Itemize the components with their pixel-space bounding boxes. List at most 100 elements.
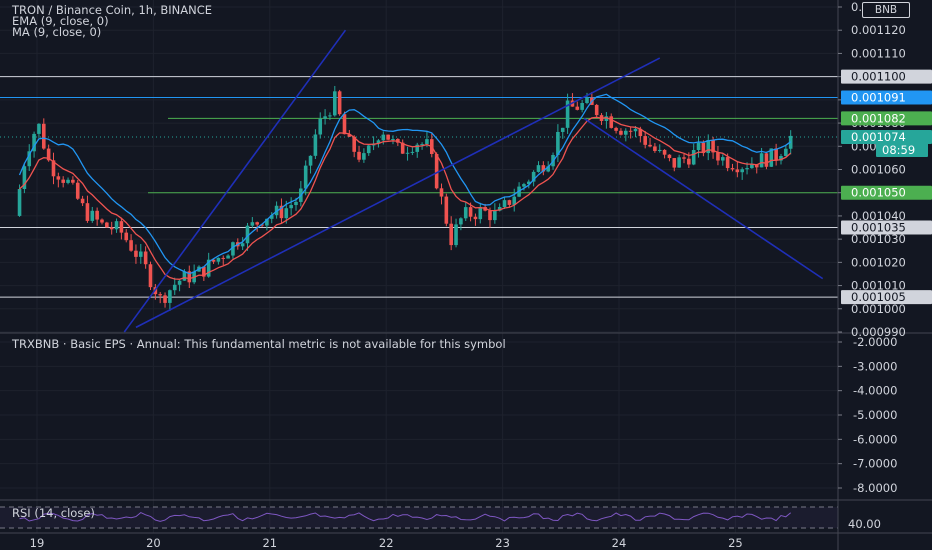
candle-body [779,156,783,161]
candle-body [148,264,153,288]
x-tick-label: 23 [495,536,510,550]
countdown-badge [876,143,928,157]
candle-body [182,271,187,281]
candle-body [294,201,298,206]
trendline[interactable] [123,29,347,333]
eps-panel-label: TRXBNB · Basic EPS · Annual: This fundam… [12,337,506,351]
candle-body [337,91,342,115]
candle-body [556,131,560,156]
candle-body [400,142,405,154]
trendline[interactable] [583,117,824,280]
candle-body [594,104,599,116]
candle-body [522,184,526,187]
x-tick-label: 20 [146,536,161,550]
eps-tick-label: -6.0000 [853,432,897,446]
candle-body [323,116,327,119]
chart-title: TRON / Binance Coin, 1h, BINANCE [12,3,213,17]
candle-body [352,136,356,152]
candle-body [730,168,735,170]
candle-body [512,196,517,205]
ema-line [19,116,792,280]
y-tick-label: 0.001010 [851,279,906,293]
price-badge [841,90,932,105]
y-tick-label: 0.001040 [851,209,906,223]
candle-body [526,181,531,185]
candle-body [22,166,27,190]
candle-body [497,207,502,211]
candle-body [434,153,439,189]
candle-body [100,219,104,223]
price-badge [841,185,932,200]
eps-tick-label: -5.0000 [853,408,897,422]
candle-body [463,207,468,219]
candle-body [172,284,177,291]
candle-body [109,227,114,230]
candle-body [119,221,124,233]
y-tick-label: 0.001000 [851,302,906,316]
candle-body [643,136,647,145]
candle-body [720,157,725,161]
candle-body [769,148,774,167]
candle-body [473,216,478,220]
trendlines[interactable] [123,29,824,333]
candle-body [226,255,230,259]
candle-body [716,152,720,161]
candle-body [27,151,32,167]
candle-body [667,154,672,159]
candle-body [488,210,492,221]
candle-body [565,100,570,128]
candle-body [740,169,744,173]
candle-body [750,164,754,169]
candle-body [255,222,259,225]
y-tick-label: 0.001110 [851,46,906,60]
candle-body [546,166,550,172]
candle-body [269,215,274,219]
trendline[interactable] [135,57,661,329]
horizontal-levels[interactable] [0,76,838,298]
candle-body [158,294,162,296]
rsi-panel [0,506,838,529]
candle-body [478,207,483,220]
y-tick-label: 0.000990 [851,325,906,339]
candle-body [585,97,589,104]
symbol-badge[interactable]: BNB [862,2,910,18]
candle-body [46,148,51,161]
x-tick-label: 19 [30,536,45,550]
candle-body [425,139,429,145]
candle-body [129,240,133,251]
candle-body [580,103,584,110]
y-tick-label: 0.001030 [851,232,906,246]
candle-body [560,127,565,132]
candle-body [105,222,109,228]
x-tick-label: 24 [612,536,627,550]
candle-body [51,160,56,177]
candle-body [71,179,75,183]
price-badge-label: 0.001082 [851,111,906,125]
candle-body [56,176,61,180]
candle-body [507,200,512,205]
candle-body [134,250,138,257]
candle-body [633,128,638,132]
candle-body [672,158,677,168]
ma-legend: MA (9, close, 0) [12,25,102,39]
candle-body [211,259,216,262]
candle-body [284,208,289,219]
candle-body [328,115,332,117]
candlesticks [17,85,793,311]
candle-body [250,222,255,226]
candle-body [240,243,245,247]
candle-body [265,218,269,226]
candle-body [274,205,279,216]
candle-body [468,207,473,217]
y-tick-label: 0.001120 [851,23,906,37]
ema-legend: EMA (9, close, 0) [12,14,109,28]
x-tick-label: 25 [728,536,743,550]
candle-body [754,164,759,168]
candle-body [313,134,318,156]
price-badge [841,220,932,235]
eps-tick-label: -4.0000 [853,384,897,398]
candle-body [163,295,167,303]
candle-body [391,138,395,140]
